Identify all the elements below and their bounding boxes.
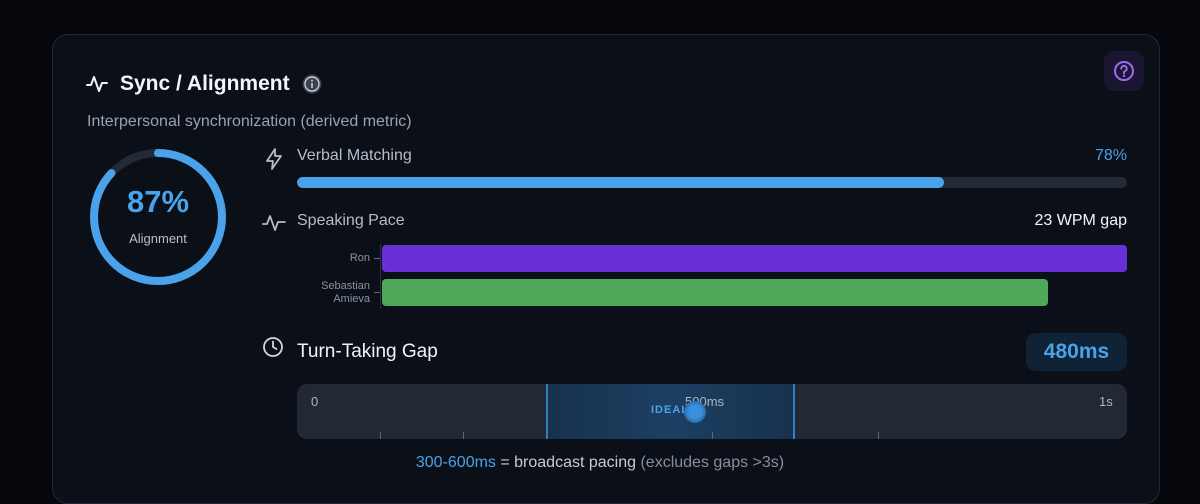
timeline-tick (463, 432, 464, 439)
pulse-icon (86, 76, 108, 92)
ideal-label: IDEAL (651, 404, 689, 416)
pace-speaker-ron-line: Ron (349, 252, 370, 264)
turn-taking-marker (684, 401, 707, 423)
alignment-value: 87% (126, 184, 190, 219)
pace-speaker-ron: Ron (290, 252, 370, 265)
alignment-gauge (90, 149, 226, 285)
alignment-gauge-arc (90, 149, 226, 285)
pace-tick-ron (374, 258, 380, 259)
speaking-pace-value: 23 WPM gap (1034, 212, 1127, 229)
help-button[interactable] (1104, 51, 1144, 91)
timeline-tick (380, 432, 381, 439)
card-subtitle: Interpersonal synchronization (derived m… (87, 113, 412, 130)
alignment-label: Alignment (129, 231, 187, 246)
turn-taking-footer: 300-600ms = broadcast pacing (excludes g… (0, 454, 1200, 472)
pace-speaker-sebastian: Sebastian Amieva (290, 280, 370, 306)
help-icon (1114, 61, 1134, 81)
clock-icon (263, 337, 283, 357)
card-title: Sync / Alignment (120, 72, 290, 95)
info-icon[interactable] (302, 74, 322, 94)
pace-bar-ron (382, 245, 1127, 272)
verbal-matching-value: 78% (1094, 147, 1127, 164)
lightning-icon (266, 148, 282, 170)
footer-range: 300-600ms (415, 454, 496, 471)
pace-speaker-sebastian-line-1: Sebastian (321, 280, 370, 292)
turn-taking-timeline: 0 500ms 1s IDEAL (297, 384, 1127, 439)
timeline-tick (712, 432, 713, 439)
footer-note: (excludes gaps >3s) (640, 454, 785, 471)
card-header: Sync / Alignment (86, 72, 322, 96)
pace-bar-sebastian (382, 279, 1048, 306)
pace-speaker-sebastian-line-2: Amieva (333, 293, 370, 305)
turn-taking-value: 480ms (1026, 333, 1127, 371)
pace-tick-sebastian (374, 292, 380, 293)
ideal-zone (546, 384, 795, 439)
timeline-start-label: 0 (311, 394, 319, 409)
verbal-matching-bar (297, 177, 1127, 188)
timeline-tick (878, 432, 879, 439)
speaking-pace-axis (380, 244, 381, 308)
timeline-end-label: 1s (1099, 394, 1113, 409)
pulse-icon (262, 215, 286, 231)
verbal-matching-label: Verbal Matching (297, 147, 412, 164)
verbal-matching-bar-fill (297, 177, 945, 188)
turn-taking-label: Turn-Taking Gap (297, 341, 438, 362)
speaking-pace-label: Speaking Pace (297, 212, 405, 229)
footer-text: = broadcast pacing (495, 454, 641, 471)
